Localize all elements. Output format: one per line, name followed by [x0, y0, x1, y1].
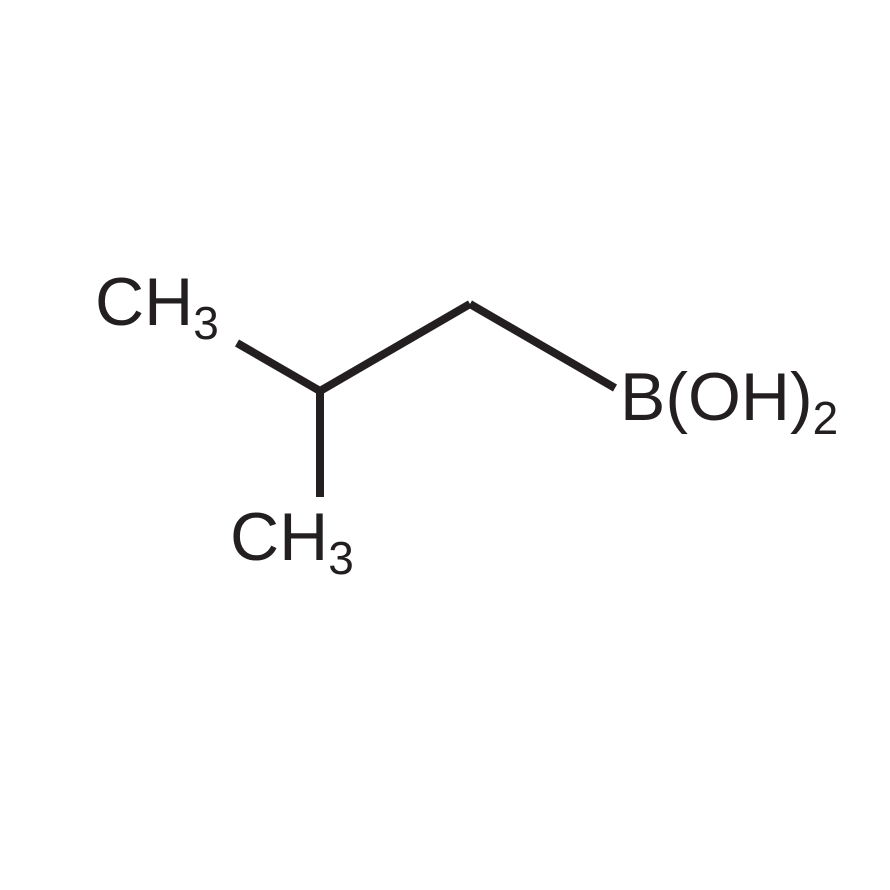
atom-ch3-bottom-sub: 3 — [328, 532, 354, 584]
atom-oh-main: (OH) — [665, 359, 812, 435]
canvas-background — [0, 0, 890, 890]
atom-b-oh2: B(OH)2 — [620, 359, 838, 444]
atom-ch3-top-sub: 3 — [193, 297, 219, 349]
atom-oh-sub: 2 — [813, 392, 839, 444]
atom-ch3-top-main: CH — [95, 264, 193, 340]
molecule-diagram: CH3 CH3 B(OH)2 — [0, 0, 890, 890]
atom-b-main: B — [620, 359, 665, 435]
atom-ch3-bottom-main: CH — [230, 499, 328, 575]
